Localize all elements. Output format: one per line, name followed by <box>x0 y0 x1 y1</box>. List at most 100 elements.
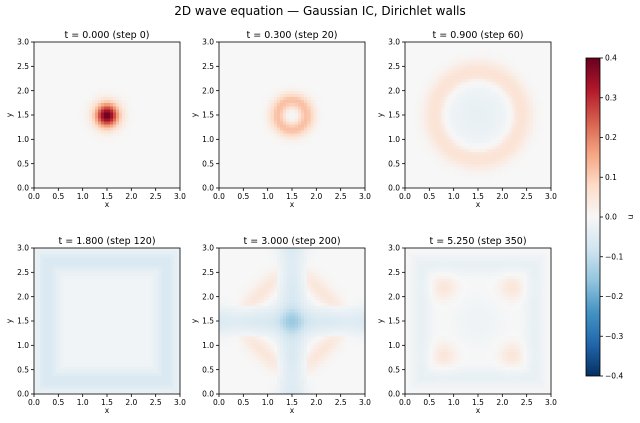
y-tick-label: 2.0 <box>388 86 400 95</box>
heatmap <box>405 248 551 394</box>
panel-5: t = 3.000 (step 200)0.00.00.50.51.01.01.… <box>190 236 371 415</box>
x-tick-label: 3.0 <box>359 398 371 407</box>
x-tick-label: 2.0 <box>496 192 508 201</box>
x-tick-label: 2.0 <box>310 192 322 201</box>
x-tick-label: 1.0 <box>262 192 274 201</box>
colorbar-tick-label: 0.3 <box>605 93 617 102</box>
x-tick-label: 1.0 <box>77 192 89 201</box>
y-tick-label: 0.5 <box>202 159 214 168</box>
subplot-title: t = 0.300 (step 20) <box>246 30 337 41</box>
x-tick-label: 1.0 <box>262 398 274 407</box>
subplot-title: t = 1.800 (step 120) <box>58 236 155 247</box>
x-tick-label: 0.0 <box>399 192 411 201</box>
y-tick-label: 1.0 <box>202 341 214 350</box>
y-tick-label: 1.5 <box>388 317 400 326</box>
heatmap <box>34 42 180 188</box>
x-tick-label: 3.0 <box>359 192 371 201</box>
y-tick-label: 3.0 <box>388 244 400 253</box>
x-tick-label: 2.5 <box>335 398 347 407</box>
y-tick-label: 0.0 <box>202 184 214 193</box>
x-tick-label: 0.5 <box>237 398 249 407</box>
y-tick-label: 0.5 <box>202 365 214 374</box>
x-tick-label: 0.0 <box>28 192 40 201</box>
x-tick-label: 0.0 <box>28 398 40 407</box>
y-axis-label: y <box>376 112 385 117</box>
x-axis-label: x <box>476 200 481 209</box>
panel-2: t = 0.300 (step 20) 0.00.0 0.5 0.5 1.0 1.0 1.5… <box>190 30 371 209</box>
y-axis-label: y <box>190 112 199 117</box>
y-tick-label: 0.5 <box>388 159 400 168</box>
x-tick-label: 2.5 <box>150 192 162 201</box>
x-tick-label: 0.5 <box>52 398 64 407</box>
y-tick-label: 0.0 <box>388 184 400 193</box>
x-tick-label: 3.0 <box>174 398 186 407</box>
x-tick-label: 0.5 <box>423 398 435 407</box>
x-tick-label: 2.0 <box>310 398 322 407</box>
panel-4: t = 1.800 (step 120)0.00.00.50.51.01.01.… <box>5 236 186 415</box>
figure-title: 2D wave equation — Gaussian IC, Dirichle… <box>174 4 466 18</box>
y-tick-label: 1.5 <box>17 111 29 120</box>
heatmap <box>219 42 365 188</box>
x-tick-label: 0.5 <box>52 192 64 201</box>
colorbar-gradient <box>586 58 600 376</box>
subplot-title: t = 3.000 (step 200) <box>243 236 340 247</box>
y-tick-label: 2.0 <box>17 86 29 95</box>
y-tick-label: 2.5 <box>202 62 214 71</box>
x-tick-label: 1.0 <box>448 192 460 201</box>
x-tick-label: 0.0 <box>213 192 225 201</box>
y-tick-label: 1.0 <box>388 341 400 350</box>
x-axis-label: x <box>476 406 481 415</box>
x-axis-label: x <box>105 406 110 415</box>
panel-1: t = 0.000 (step 0)0.00.00.50.51.01.01.51… <box>5 30 186 209</box>
panels: t = 0.000 (step 0)0.00.00.50.51.01.01.51… <box>5 30 557 415</box>
y-axis-label: y <box>5 112 14 117</box>
x-tick-label: 0.5 <box>237 192 249 201</box>
y-tick-label: 1.5 <box>202 111 214 120</box>
subplot-title: t = 0.000 (step 0) <box>65 30 150 41</box>
heatmap <box>34 248 180 394</box>
y-tick-label: 1.5 <box>388 111 400 120</box>
x-tick-label: 3.0 <box>174 192 186 201</box>
x-tick-label: 0.0 <box>213 398 225 407</box>
y-tick-label: 3.0 <box>17 38 29 47</box>
x-axis-label: x <box>290 200 295 209</box>
y-tick-label: 1.5 <box>202 317 214 326</box>
y-tick-label: 0.5 <box>17 159 29 168</box>
y-tick-label: 3.0 <box>202 38 214 47</box>
y-tick-label: 0.5 <box>17 365 29 374</box>
y-tick-label: 1.5 <box>17 317 29 326</box>
colorbar-tick-label: 0.0 <box>605 213 617 222</box>
x-axis-label: x <box>105 200 110 209</box>
x-tick-label: 2.0 <box>125 192 137 201</box>
y-axis-label: y <box>376 318 385 323</box>
x-tick-label: 3.0 <box>545 192 557 201</box>
x-tick-label: 3.0 <box>545 398 557 407</box>
colorbar-tick-label: 0.1 <box>605 173 617 182</box>
y-tick-label: 3.0 <box>202 244 214 253</box>
subplot-title: t = 0.900 (step 60) <box>432 30 523 41</box>
y-tick-label: 1.0 <box>202 135 214 144</box>
y-tick-label: 2.5 <box>388 268 400 277</box>
y-tick-label: 1.0 <box>388 135 400 144</box>
panel-3: t = 0.900 (step 60)0.00.00.50.51.01.01.5… <box>376 30 557 209</box>
x-axis-label: x <box>290 406 295 415</box>
colorbar-label: u <box>626 214 635 219</box>
x-tick-label: 1.0 <box>77 398 89 407</box>
x-tick-label: 2.5 <box>150 398 162 407</box>
x-tick-label: 2.0 <box>496 398 508 407</box>
y-tick-label: 2.5 <box>17 268 29 277</box>
colorbar-tick-label: 0.2 <box>605 133 617 142</box>
y-tick-label: 3.0 <box>17 244 29 253</box>
x-tick-label: 2.5 <box>335 192 347 201</box>
y-axis-label: y <box>190 318 199 323</box>
y-tick-label: 2.5 <box>388 62 400 71</box>
y-tick-label: 2.0 <box>17 292 29 301</box>
y-tick-label: 0.0 <box>17 390 29 399</box>
y-tick-label: 1.0 <box>17 135 29 144</box>
panel-6: t = 5.250 (step 350)0.00.00.50.51.01.01.… <box>376 236 557 415</box>
y-tick-label: 3.0 <box>388 38 400 47</box>
y-tick-label: 2.5 <box>17 62 29 71</box>
x-tick-label: 1.0 <box>448 398 460 407</box>
colorbar-tick-label: −0.3 <box>605 332 623 341</box>
